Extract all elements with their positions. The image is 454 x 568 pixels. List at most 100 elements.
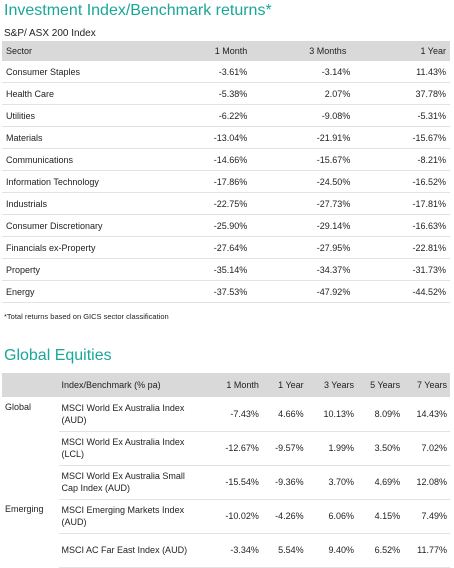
return-3-months: -9.08% [251, 104, 355, 127]
return-7-years: 14.43% [403, 397, 450, 432]
column-header-index: Index/Benchmark (% pa) [58, 373, 206, 397]
table-header-row: Sector 1 Month 3 Months 1 Year [2, 41, 450, 61]
return-1-month: -22.75% [153, 192, 252, 215]
return-3-years: 1.99% [306, 431, 357, 466]
return-1-month: -17.86% [153, 170, 252, 193]
sector-name: Financials ex-Property [2, 236, 154, 259]
return-1-year: -31.73% [354, 258, 450, 281]
return-1-year: -8.21% [354, 148, 450, 171]
column-header-3-months: 3 Months [251, 41, 355, 61]
return-1-month: -35.14% [153, 258, 252, 281]
sector-name: Health Care [2, 82, 154, 105]
table-row: Industrials -22.75% -27.73% -17.81% [2, 192, 450, 215]
return-3-years: 6.06% [306, 499, 357, 534]
return-1-year: -9.57% [261, 431, 307, 466]
table-row: Consumer Discretionary -25.90% -29.14% -16.… [2, 214, 450, 237]
sector-name: Communications [2, 148, 154, 171]
column-header-1-year: 1 Year [261, 373, 307, 397]
region-label: Emerging [5, 504, 44, 514]
table-row: Global MSCI World Ex Australia Index (AUD… [2, 397, 450, 432]
return-3-years: 10.13% [306, 397, 357, 432]
sector-name: Consumer Discretionary [2, 214, 154, 237]
sector-returns-table: Sector 1 Month 3 Months 1 Year Consumer … [2, 41, 450, 303]
return-1-month: -12.67% [205, 431, 262, 466]
return-1-year: 5.54% [261, 533, 307, 568]
sector-name: Consumer Staples [2, 61, 154, 83]
section-title-global-equities: Global Equities [4, 347, 112, 364]
column-header-3-years: 3 Years [306, 373, 357, 397]
index-name: MSCI World Ex Australia Index (AUD) [58, 397, 206, 432]
global-equities-table: Index/Benchmark (% pa) 1 Month 1 Year 3 … [2, 373, 450, 568]
return-3-months: -21.91% [251, 126, 355, 149]
sector-name: Materials [2, 126, 154, 149]
table-row: MSCI World Ex Australia Small Cap Index … [2, 465, 450, 500]
region-label [2, 431, 59, 465]
return-3-months: -24.50% [251, 170, 355, 193]
table-row: Utilities -6.22% -9.08% -5.31% [2, 104, 450, 127]
column-header-region [2, 373, 59, 397]
region-label [2, 465, 59, 499]
sector-name: Property [2, 258, 154, 281]
return-1-month: -27.64% [153, 236, 252, 259]
return-7-years: 7.49% [403, 499, 450, 534]
return-1-month: -7.43% [205, 397, 262, 432]
table-row: MSCI World Ex Australia Index (LCL) -12.6… [2, 431, 450, 466]
return-1-month: -37.53% [153, 280, 252, 303]
sector-name: Information Technology [2, 170, 154, 193]
return-1-year: -5.31% [354, 104, 450, 127]
return-1-month: -5.38% [153, 82, 252, 105]
index-name: MSCI World Ex Australia Index (LCL) [58, 431, 206, 466]
return-3-months: -47.92% [251, 280, 355, 303]
column-header-sector: Sector [2, 41, 154, 61]
column-header-7-years: 7 Years [403, 373, 450, 397]
return-1-year: -17.81% [354, 192, 450, 215]
return-7-years: 7.02% [403, 431, 450, 466]
table-row: Health Care -5.38% 2.07% 37.78% [2, 82, 450, 105]
index-name: MSCI Emerging Markets Index (AUD) [58, 499, 206, 534]
column-header-1-month: 1 Month [205, 373, 262, 397]
footnote: *Total returns based on GICS sector clas… [4, 312, 169, 321]
return-1-year: -16.52% [354, 170, 450, 193]
sector-name: Industrials [2, 192, 154, 215]
return-3-months: -3.14% [251, 61, 355, 83]
return-3-years: 3.70% [306, 465, 357, 500]
return-1-month: -6.22% [153, 104, 252, 127]
return-3-months: -29.14% [251, 214, 355, 237]
table-row: Energy -37.53% -47.92% -44.52% [2, 280, 450, 303]
return-1-year: -15.67% [354, 126, 450, 149]
return-1-year: 37.78% [354, 82, 450, 105]
column-header-5-years: 5 Years [356, 373, 404, 397]
return-3-months: -34.37% [251, 258, 355, 281]
return-5-years: 3.50% [356, 431, 404, 466]
return-3-months: -27.73% [251, 192, 355, 215]
return-3-months: -27.95% [251, 236, 355, 259]
sector-name: Energy [2, 280, 154, 303]
return-1-month: -13.04% [153, 126, 252, 149]
return-1-year: -44.52% [354, 280, 450, 303]
return-7-years: 11.77% [403, 533, 450, 568]
return-1-month: -3.34% [205, 533, 262, 568]
return-1-month: -10.02% [205, 499, 262, 534]
table-row: Materials -13.04% -21.91% -15.67% [2, 126, 450, 149]
region-label [2, 533, 59, 567]
return-1-year: 4.66% [261, 397, 307, 432]
table-row: Communications -14.66% -15.67% -8.21% [2, 148, 450, 171]
table-row: Emerging MSCI Emerging Markets Index (AUD… [2, 499, 450, 534]
return-5-years: 4.69% [356, 465, 404, 500]
index-subtitle: S&P/ ASX 200 Index [4, 28, 96, 39]
return-1-month: -14.66% [153, 148, 252, 171]
return-3-months: 2.07% [251, 82, 355, 105]
section-title-benchmark-returns: Investment Index/Benchmark returns* [4, 2, 272, 19]
return-1-year: -16.63% [354, 214, 450, 237]
index-name: MSCI AC Far East Index (AUD) [58, 533, 206, 568]
return-5-years: 4.15% [356, 499, 404, 534]
return-1-year: -4.26% [261, 499, 307, 534]
return-5-years: 8.09% [356, 397, 404, 432]
return-5-years: 6.52% [356, 533, 404, 568]
index-name: MSCI World Ex Australia Small Cap Index … [58, 465, 206, 500]
return-1-month: -15.54% [205, 465, 262, 500]
region-label: Global [5, 402, 32, 412]
return-7-years: 12.08% [403, 465, 450, 500]
return-3-months: -15.67% [251, 148, 355, 171]
return-1-year: 11.43% [354, 61, 450, 83]
